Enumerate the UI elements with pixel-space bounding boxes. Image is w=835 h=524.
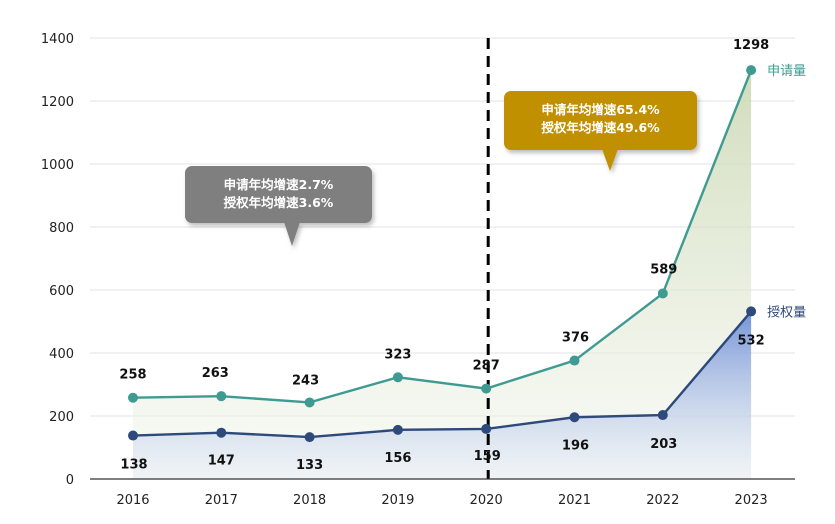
data-point bbox=[128, 430, 138, 441]
y-tick-label: 200 bbox=[49, 410, 74, 425]
data-point bbox=[481, 423, 492, 434]
data-label: 287 bbox=[473, 359, 500, 374]
callout-text: 授权年均增速3.6% bbox=[224, 195, 334, 210]
data-label: 203 bbox=[650, 437, 677, 452]
callout-text: 授权年均增速49.6% bbox=[541, 120, 660, 135]
callout-text: 申请年均增速2.7% bbox=[224, 177, 334, 192]
data-point bbox=[481, 383, 492, 394]
y-tick-label: 1400 bbox=[41, 32, 74, 47]
y-tick-label: 1000 bbox=[41, 158, 74, 173]
data-label: 263 bbox=[202, 366, 229, 381]
x-tick-label: 2018 bbox=[293, 493, 326, 508]
data-label: 147 bbox=[208, 454, 235, 469]
data-label: 258 bbox=[119, 368, 146, 383]
series-name-label: 授权量 bbox=[767, 304, 806, 320]
annotation-callout bbox=[185, 166, 372, 246]
grid bbox=[90, 37, 795, 417]
data-point bbox=[657, 410, 668, 421]
data-label: 532 bbox=[738, 333, 765, 348]
labels: 258 263 243 323 287 376 589 1298 138 147 133 156 159… bbox=[119, 38, 806, 473]
data-point bbox=[216, 427, 227, 438]
y-tick-label: 600 bbox=[49, 284, 74, 299]
annotation-callout bbox=[504, 91, 697, 171]
callout-pointer bbox=[284, 222, 300, 246]
data-point bbox=[657, 288, 668, 299]
callout-box bbox=[185, 166, 372, 223]
data-label: 196 bbox=[562, 438, 589, 453]
data-point bbox=[746, 306, 757, 317]
series-line-2 bbox=[132, 310, 753, 439]
y-tick-label: 0 bbox=[66, 473, 74, 488]
x-tick-label: 2022 bbox=[646, 493, 679, 508]
data-point bbox=[569, 412, 580, 423]
data-label: 133 bbox=[296, 458, 323, 473]
data-point bbox=[569, 355, 580, 366]
x-tick-label: 2017 bbox=[205, 493, 238, 508]
data-label: 159 bbox=[474, 449, 501, 464]
axes: 0 200 400 600 800 1000 1200 1400 2016 2017 2018 201… bbox=[41, 32, 795, 508]
data-point bbox=[746, 65, 757, 76]
y-tick-label: 400 bbox=[49, 347, 74, 362]
data-label: 156 bbox=[384, 451, 411, 466]
data-point bbox=[128, 392, 138, 403]
callout-box bbox=[504, 91, 697, 150]
callout-pointer bbox=[602, 149, 618, 171]
x-tick-label: 2019 bbox=[381, 493, 414, 508]
data-label: 243 bbox=[292, 373, 319, 388]
series-line-1 bbox=[132, 69, 753, 404]
data-label: 1298 bbox=[733, 38, 769, 53]
lines bbox=[132, 69, 753, 439]
data-point bbox=[392, 424, 403, 435]
data-point bbox=[304, 432, 315, 443]
y-tick-label: 800 bbox=[49, 221, 74, 236]
data-label: 376 bbox=[562, 331, 589, 346]
x-tick-label: 2016 bbox=[116, 493, 149, 508]
data-label: 138 bbox=[120, 458, 147, 473]
callout-text: 申请年均增速65.4% bbox=[541, 102, 660, 117]
data-label: 323 bbox=[384, 347, 411, 362]
x-tick-label: 2021 bbox=[558, 493, 591, 508]
series-name-label: 申请量 bbox=[767, 64, 806, 79]
x-tick-label: 2023 bbox=[735, 493, 768, 508]
y-tick-label: 1200 bbox=[41, 95, 74, 110]
callouts: 申请年均增速2.7% 授权年均增速3.6% 申请年均增速65.4% 授权年均增速49.… bbox=[185, 91, 697, 246]
points bbox=[128, 65, 757, 443]
data-point bbox=[392, 372, 403, 383]
data-label: 589 bbox=[650, 262, 677, 277]
x-tick-label: 2020 bbox=[470, 493, 503, 508]
series-area-1 bbox=[133, 70, 752, 479]
data-point bbox=[216, 391, 227, 402]
data-point bbox=[304, 397, 315, 408]
